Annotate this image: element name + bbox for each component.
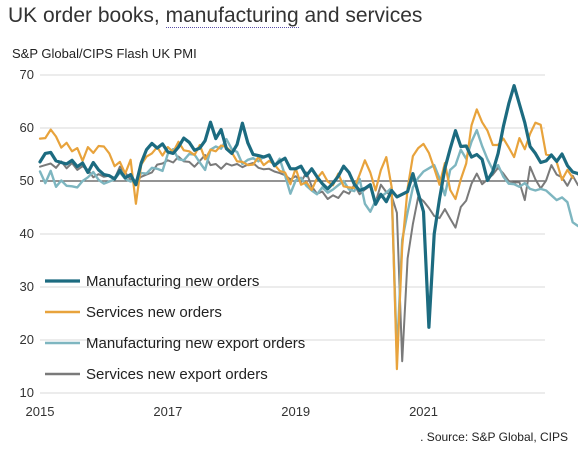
series-line-manufacturing-new-export-orders (38, 128, 578, 358)
y-tick-60: 60 (20, 120, 34, 135)
legend-label-manufacturing-new-export-orders: Manufacturing new export orders (86, 335, 305, 352)
y-tick-70: 70 (20, 67, 34, 82)
x-tick-labels: 2015 2017 2019 2021 (26, 404, 438, 419)
chart-subtitle: S&P Global/CIPS Flash UK PMI (12, 46, 197, 61)
x-tick-2015: 2015 (26, 404, 55, 419)
legend-label-services-new-orders: Services new orders (86, 304, 222, 321)
y-tick-40: 40 (20, 226, 34, 241)
y-tick-50: 50 (20, 173, 34, 188)
title-link[interactable]: manufacturing (165, 4, 299, 28)
y-tick-labels: 10 20 30 40 50 60 70 (20, 67, 34, 400)
series-line-manufacturing-new-orders (38, 83, 578, 329)
legend-label-manufacturing-new-orders: Manufacturing new orders (86, 273, 259, 290)
x-tick-2021: 2021 (409, 404, 438, 419)
y-tick-30: 30 (20, 279, 34, 294)
source-note: . Source: S&P Global, CIPS (420, 430, 568, 444)
title-suffix: and services (298, 4, 423, 27)
x-tick-2019: 2019 (281, 404, 310, 419)
series-line-services-new-orders (38, 108, 574, 371)
legend-label-services-new-export-orders: Services new export orders (86, 366, 268, 383)
y-tick-20: 20 (20, 332, 34, 347)
series-lines (38, 83, 578, 371)
title-prefix: UK order books, (8, 4, 166, 27)
x-tick-2017: 2017 (153, 404, 182, 419)
y-tick-10: 10 (20, 385, 34, 400)
legend: Manufacturing new orders Services new ord… (45, 273, 305, 383)
chart-title: UK order books, manufacturing and servic… (8, 4, 422, 28)
